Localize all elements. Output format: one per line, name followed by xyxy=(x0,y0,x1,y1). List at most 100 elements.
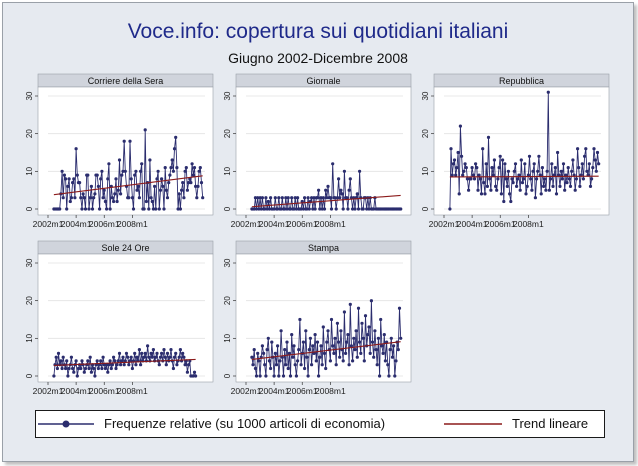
data-point xyxy=(122,363,126,367)
data-point xyxy=(73,196,77,200)
data-point xyxy=(165,351,170,355)
data-point xyxy=(595,150,600,155)
data-point xyxy=(530,188,534,192)
data-point xyxy=(317,374,321,378)
x-tick-label: 2004m1 xyxy=(61,386,92,396)
data-point xyxy=(105,363,109,367)
data-point xyxy=(463,162,467,166)
data-point xyxy=(325,340,329,344)
data-point xyxy=(518,188,522,192)
data-point xyxy=(252,207,256,211)
data-point xyxy=(161,184,165,188)
data-point xyxy=(60,366,64,371)
data-point xyxy=(324,188,328,192)
data-point xyxy=(88,355,92,359)
data-point xyxy=(349,196,353,200)
data-point xyxy=(198,166,202,170)
data-point xyxy=(543,177,547,181)
data-point xyxy=(160,351,164,355)
data-point xyxy=(258,374,262,378)
data-point xyxy=(299,207,303,211)
data-point xyxy=(300,199,304,204)
data-point xyxy=(167,181,171,185)
data-point xyxy=(583,154,587,158)
data-point xyxy=(123,169,127,173)
x-tick-label: 2002m1 xyxy=(231,219,262,229)
data-point xyxy=(98,207,102,211)
data-point xyxy=(74,359,78,363)
data-point xyxy=(131,207,136,211)
data-point xyxy=(337,177,341,181)
data-point xyxy=(526,173,531,177)
data-point xyxy=(149,351,153,355)
data-point xyxy=(105,207,109,211)
data-point xyxy=(126,355,130,359)
data-point xyxy=(342,169,346,173)
data-point xyxy=(160,177,164,181)
data-point xyxy=(450,173,454,177)
data-point xyxy=(320,363,324,367)
data-point xyxy=(176,207,180,211)
data-point xyxy=(143,351,147,355)
data-point xyxy=(67,177,71,181)
data-point xyxy=(382,333,386,337)
data-point xyxy=(481,147,485,151)
data-point xyxy=(345,340,349,344)
data-point xyxy=(133,173,137,177)
data-point xyxy=(381,351,385,355)
legend-series-marker xyxy=(62,420,70,428)
data-point xyxy=(269,366,273,371)
data-point xyxy=(540,166,545,170)
data-point xyxy=(190,162,194,166)
data-point xyxy=(134,363,138,367)
data-point xyxy=(474,162,478,166)
data-point xyxy=(96,366,100,371)
data-point xyxy=(339,188,343,192)
data-point xyxy=(195,196,199,200)
data-point xyxy=(506,169,510,173)
data-point xyxy=(157,207,161,211)
data-point xyxy=(482,181,486,185)
data-point xyxy=(181,181,185,185)
data-point xyxy=(341,207,345,211)
data-point xyxy=(115,363,119,367)
y-tick-label: 0 xyxy=(25,373,34,378)
data-point xyxy=(264,196,268,200)
data-point xyxy=(69,355,73,359)
series-line xyxy=(251,300,402,377)
data-point xyxy=(121,169,125,173)
data-point xyxy=(112,199,116,204)
data-point xyxy=(148,158,152,162)
data-point xyxy=(189,181,193,185)
data-point xyxy=(137,196,141,200)
trend-line xyxy=(251,341,401,360)
data-point xyxy=(290,196,294,200)
data-point xyxy=(335,321,339,325)
data-point xyxy=(306,374,310,378)
data-point xyxy=(363,314,368,318)
data-point xyxy=(356,207,361,211)
data-point xyxy=(455,166,459,170)
y-tick-label: 30 xyxy=(223,258,232,267)
data-point xyxy=(380,344,384,348)
x-tick-label: 2008m1 xyxy=(117,386,148,396)
data-point xyxy=(142,207,146,211)
data-point xyxy=(523,162,527,166)
data-point xyxy=(315,196,320,200)
data-point xyxy=(263,207,267,211)
data-point xyxy=(194,184,198,188)
data-point xyxy=(68,199,72,204)
data-point xyxy=(326,184,330,188)
data-point xyxy=(254,374,259,378)
data-point xyxy=(82,196,86,200)
panel-plot-box xyxy=(235,86,412,216)
data-point xyxy=(318,355,322,359)
data-point xyxy=(301,340,305,344)
data-point xyxy=(399,207,403,211)
data-point xyxy=(287,351,291,355)
data-point xyxy=(314,359,318,363)
data-point xyxy=(158,188,163,192)
data-point xyxy=(170,158,174,162)
data-point xyxy=(177,355,181,359)
